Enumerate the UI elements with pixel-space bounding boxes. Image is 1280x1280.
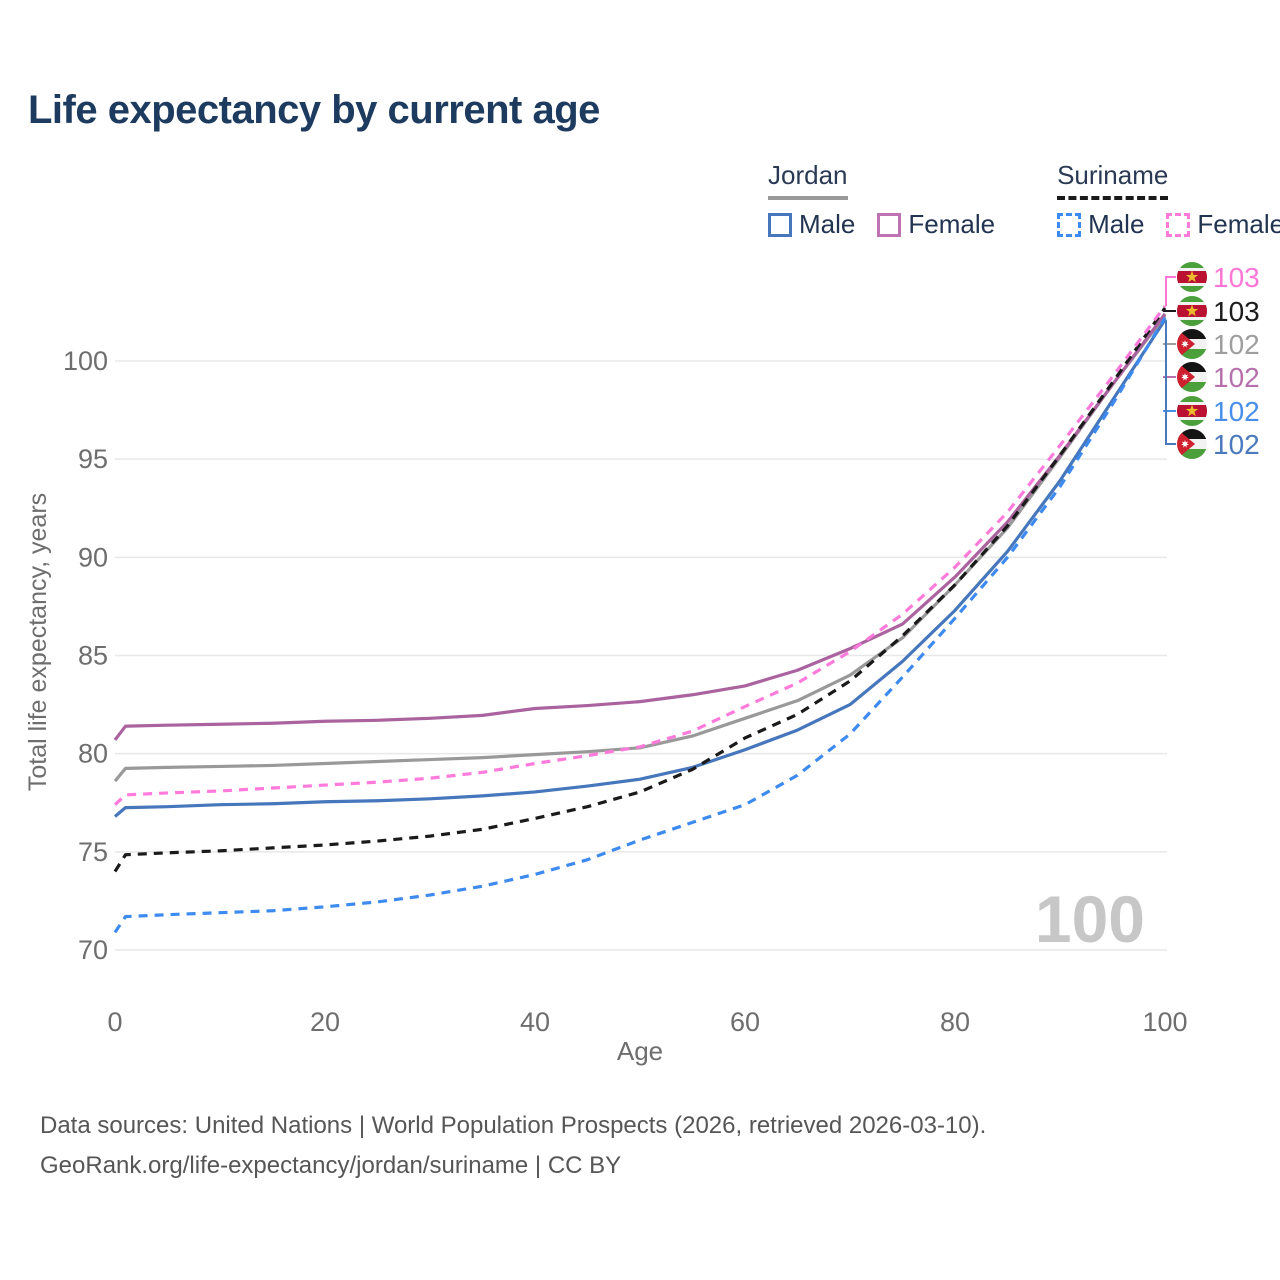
legend-label-jordan-female: Female [908, 209, 996, 239]
page-title: Life expectancy by current age [28, 88, 600, 132]
legend-item-suriname-female[interactable]: Female [1166, 209, 1280, 240]
x-tick-label: 80 [940, 1007, 970, 1037]
end-value-label: 102 [1213, 429, 1260, 460]
end-value-label: 103 [1213, 296, 1260, 327]
y-tick-label: 90 [78, 542, 108, 572]
legend-country-suriname[interactable]: Suriname [1057, 160, 1169, 200]
legend-country-jordan[interactable]: Jordan [768, 160, 848, 200]
age-counter-watermark: 100 [1035, 882, 1145, 956]
legend-swatch-suriname-female [1166, 212, 1191, 237]
legend-item-jordan-male[interactable]: Male [768, 209, 855, 240]
end-value-label: 103 [1213, 262, 1260, 293]
legend: Jordan Male Female Suriname Male Female [768, 160, 1280, 240]
footer-data-sources: Data sources: United Nations | World Pop… [40, 1112, 987, 1139]
y-axis-title: Total life expectancy, years [24, 493, 52, 791]
legend-item-suriname-male[interactable]: Male [1057, 209, 1144, 240]
flag-icon-jordan [1177, 362, 1207, 392]
y-tick-label: 80 [78, 739, 108, 769]
x-tick-label: 0 [107, 1007, 122, 1037]
x-axis-title: Age [617, 1036, 663, 1066]
x-tick-label: 100 [1142, 1007, 1187, 1037]
footer-attribution-link[interactable]: GeoRank.org/life-expectancy/jordan/surin… [40, 1152, 622, 1179]
y-tick-label: 70 [78, 935, 108, 965]
legend-group-suriname: Suriname Male Female [1057, 160, 1280, 240]
x-tick-label: 40 [520, 1007, 550, 1037]
flag-icon-suriname [1177, 396, 1207, 426]
flag-icon-suriname [1177, 262, 1207, 292]
legend-label-jordan-male: Male [799, 209, 856, 239]
legend-swatch-jordan-male [768, 212, 792, 237]
end-value-label: 102 [1213, 362, 1260, 393]
leader-line [1165, 276, 1176, 306]
chart-footer: Data sources: United Nations | World Pop… [40, 1106, 986, 1186]
legend-group-jordan: Jordan Male Female [768, 160, 995, 240]
legend-items-suriname: Male Female [1057, 209, 1280, 240]
series-line-jordan-male[interactable] [113, 318, 1167, 818]
flag-icon-jordan [1177, 329, 1207, 359]
y-tick-label: 95 [78, 444, 108, 474]
end-value-label: 102 [1213, 329, 1260, 360]
legend-swatch-jordan-female [877, 212, 902, 237]
legend-label-suriname-male: Male [1088, 209, 1145, 239]
x-tick-label: 60 [730, 1007, 760, 1037]
y-tick-label: 75 [78, 837, 108, 867]
leader-line [1165, 319, 1176, 445]
series-line-suriname-male[interactable] [113, 316, 1167, 934]
series-line-suriname-female[interactable] [113, 305, 1167, 806]
x-tick-label: 20 [310, 1007, 340, 1037]
legend-items-jordan: Male Female [768, 209, 995, 240]
flag-icon-jordan [1177, 429, 1207, 459]
legend-label-suriname-female: Female [1197, 209, 1280, 239]
series-line-jordan-female[interactable] [113, 312, 1167, 741]
legend-swatch-suriname-male [1057, 212, 1082, 237]
flag-icon-suriname [1177, 296, 1207, 326]
series-line-jordan[interactable] [113, 314, 1167, 783]
series-line-suriname[interactable] [113, 307, 1167, 873]
legend-item-jordan-female[interactable]: Female [877, 209, 995, 240]
y-tick-label: 100 [63, 346, 108, 376]
y-tick-label: 85 [78, 641, 108, 671]
end-value-label: 102 [1213, 396, 1260, 427]
